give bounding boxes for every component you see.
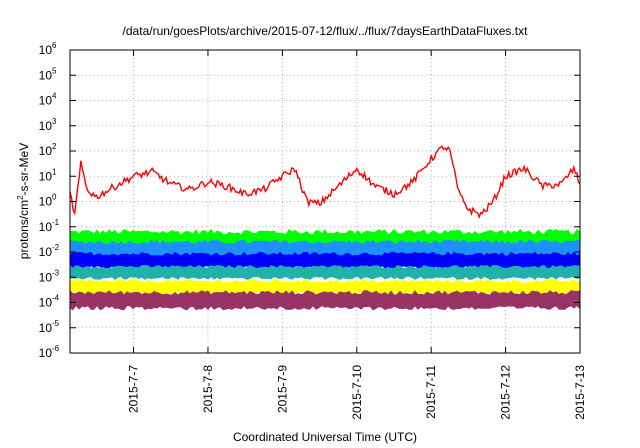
y-tick-label: 10 — [39, 68, 53, 82]
y-tick-exponent: -6 — [52, 344, 60, 353]
y-tick-exponent: 2 — [52, 142, 57, 151]
y-tick-exponent: -2 — [52, 243, 60, 252]
x-axis-label: Coordinated Universal Time (UTC) — [233, 430, 417, 444]
y-tick-exponent: 6 — [52, 41, 57, 50]
x-tick-label: 2015-7-9 — [275, 365, 289, 413]
y-tick-base: 10 — [39, 43, 53, 57]
y-tick-exponent: 4 — [52, 92, 57, 101]
y-tick-base: 10 — [39, 195, 53, 209]
y-tick-label: 10 — [39, 94, 53, 108]
y-axis-label-base: protons/cm — [17, 200, 31, 259]
y-tick-base: 10 — [39, 321, 53, 335]
y-tick-exponent: -5 — [52, 319, 60, 328]
y-tick-exponent: 1 — [52, 167, 57, 176]
chart-title: /data/run/goesPlots/archive/2015-07-12/f… — [123, 24, 529, 38]
x-tick-label: 2015-7-7 — [127, 365, 141, 413]
x-tick-label: 2015-7-8 — [201, 365, 215, 413]
y-tick-exponent: 0 — [52, 193, 57, 202]
x-tick-label: 2015-7-13 — [573, 365, 587, 420]
y-tick-label: 10 — [39, 195, 53, 209]
y-tick-base: 10 — [39, 270, 53, 284]
x-tick-label: 2015-7-10 — [350, 365, 364, 420]
y-axis-label: protons/cm2-s-sr-MeV — [16, 143, 31, 259]
y-tick-exponent: -1 — [52, 218, 60, 227]
y-tick-base: 10 — [39, 68, 53, 82]
y-tick-base: 10 — [39, 144, 53, 158]
y-tick-base: 10 — [39, 169, 53, 183]
y-tick-label: 10 — [39, 169, 53, 183]
y-tick-base: 10 — [39, 346, 53, 360]
y-tick-exponent: 3 — [52, 117, 57, 126]
x-tick-label: 2015-7-11 — [424, 365, 438, 419]
y-tick-label: 10 — [39, 245, 53, 259]
y-tick-label: 10 — [39, 346, 53, 360]
y-tick-base: 10 — [39, 296, 53, 310]
series-band-6 — [69, 289, 581, 311]
y-tick-label: 10 — [39, 296, 53, 310]
x-tick-label: 2015-7-12 — [499, 365, 513, 420]
y-tick-base: 10 — [39, 94, 53, 108]
y-axis-label-sup: 2 — [16, 195, 25, 200]
y-tick-base: 10 — [39, 119, 53, 133]
y-tick-label: 10 — [39, 43, 53, 57]
series-line-0 — [69, 145, 581, 219]
y-tick-label: 10 — [39, 119, 53, 133]
y-tick-base: 10 — [39, 220, 53, 234]
y-axis-label-rest: -s-sr-MeV — [17, 143, 31, 196]
y-tick-label: 10 — [39, 144, 53, 158]
y-tick-exponent: -4 — [52, 294, 60, 303]
y-tick-exponent: -3 — [52, 268, 60, 277]
y-tick-exponent: 5 — [52, 66, 57, 75]
x-axis: 2015-7-7 2015-7-8 2015-7-9 2015-7-10 2015-7-… — [127, 50, 587, 420]
y-tick-label: 10 — [39, 270, 53, 284]
series-layer — [69, 145, 581, 311]
y-tick-base: 10 — [39, 245, 53, 259]
y-tick-label: 10 — [39, 321, 53, 335]
y-axis: 10 -610 -510 -410 -310 -210 -110 010 110 210 310 41… — [39, 41, 580, 360]
y-tick-label: 10 — [39, 220, 53, 234]
